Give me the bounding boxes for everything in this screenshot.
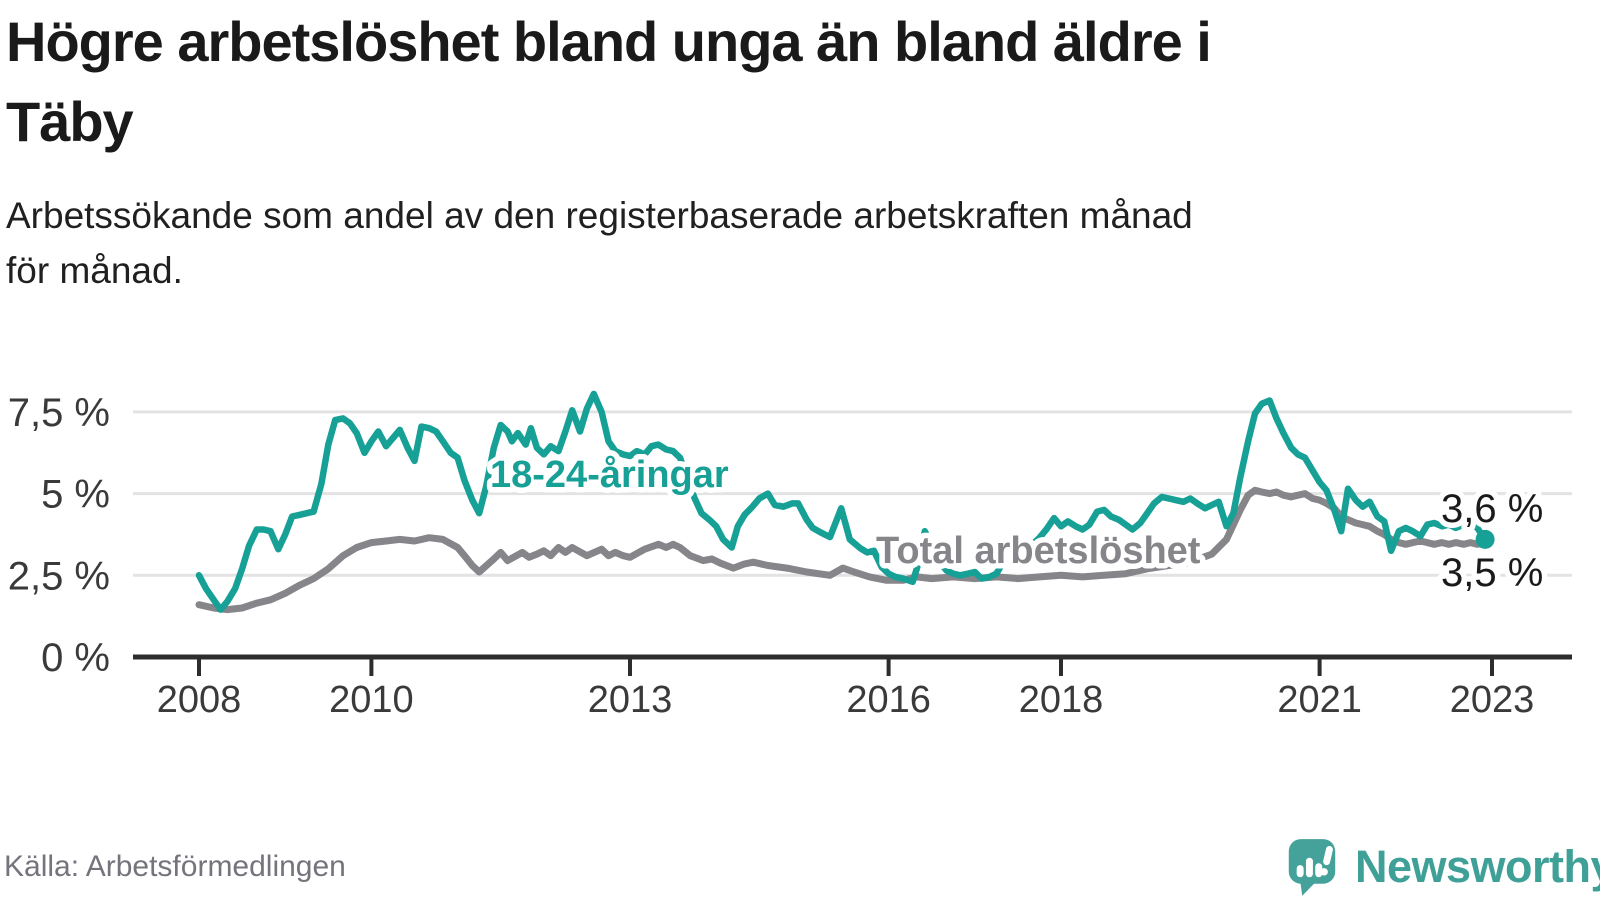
y-tick-label: 2,5 % <box>8 554 110 598</box>
newsworthy-wordmark: Newsworthy <box>1355 841 1600 892</box>
youth-series-label: 18-24-åringar <box>490 454 729 496</box>
youth-end-value-label: 3,6 % <box>1441 487 1543 531</box>
x-tick-label: 2016 <box>846 679 931 721</box>
y-tick-label: 7,5 % <box>8 391 110 435</box>
page-title: Högre arbetslöshet bland unga än bland ä… <box>6 2 1212 162</box>
y-tick-label: 0 % <box>41 636 110 680</box>
page-title-line-2: Täby <box>6 90 134 153</box>
total-end-value-label: 3,5 % <box>1441 551 1543 595</box>
chart-subtitle-line-2: för månad. <box>6 250 183 291</box>
logo-exclamation-icon <box>1320 845 1333 876</box>
youth-unemployment-line <box>195 390 1489 613</box>
page-title-line-1: Högre arbetslöshet bland unga än bland ä… <box>6 10 1212 73</box>
x-tick-label: 2010 <box>329 679 414 721</box>
x-tick-label: 2008 <box>157 679 242 721</box>
logo-bar-short <box>1296 865 1304 878</box>
chart-subtitle: Arbetssökande som andel av den registerb… <box>6 188 1193 298</box>
x-tick-label: 2023 <box>1450 679 1535 721</box>
chart-subtitle-line-1: Arbetssökande som andel av den registerb… <box>6 195 1193 236</box>
series-end-dot <box>1475 529 1495 549</box>
total-unemployment-line <box>195 486 1489 614</box>
total-series-label: Total arbetslöshet <box>876 530 1201 572</box>
logo-bar-mid <box>1315 863 1323 878</box>
newsworthy-logo: Newsworthy <box>1286 836 1600 898</box>
unemployment-line-chart: 2008 2010 2013 2016 2018 2021 2023 0 % 2,5 % 5 % 7… <box>8 390 1572 721</box>
x-tick-label: 2013 <box>588 679 673 721</box>
x-tick-label: 2018 <box>1019 679 1104 721</box>
y-tick-label: 5 % <box>41 473 110 517</box>
newsworthy-logo-icon <box>1288 839 1336 896</box>
speech-bubble-tail <box>1299 879 1319 896</box>
source-note: Källa: Arbetsförmedlingen <box>4 850 346 883</box>
logo-bar-tall <box>1305 857 1313 878</box>
x-tick-label: 2021 <box>1277 679 1362 721</box>
